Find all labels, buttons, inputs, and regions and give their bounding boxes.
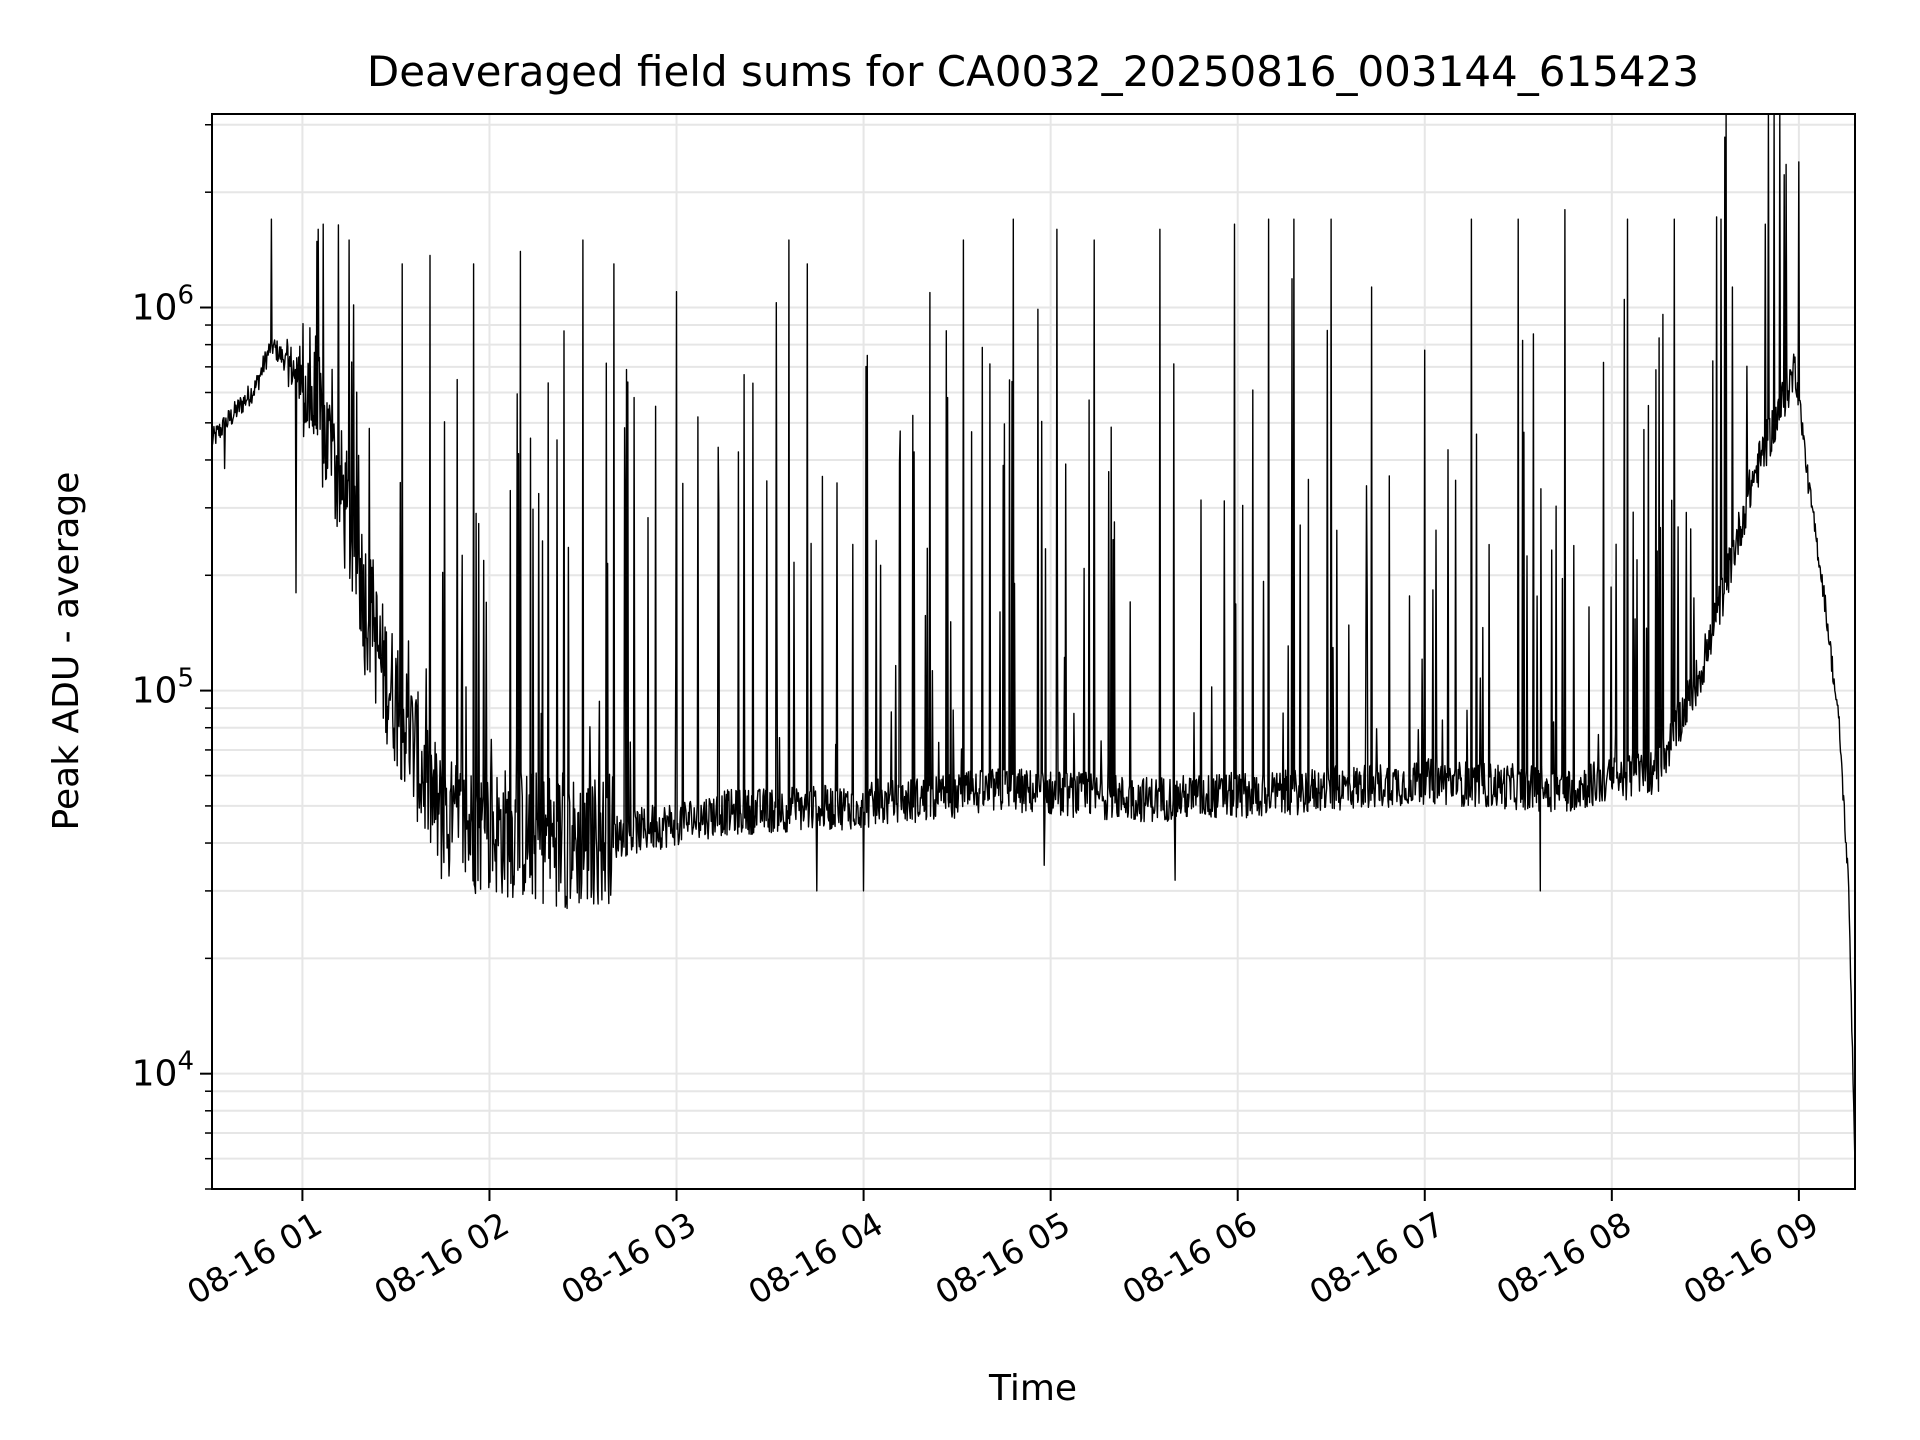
y-axis-label: Peak ADU - average xyxy=(46,472,87,831)
series-line xyxy=(211,113,1856,1167)
chart-title: Deaveraged field sums for CA0032_2025081… xyxy=(367,47,1699,96)
y-tick-label: 104 xyxy=(132,1047,194,1095)
y-tick-label: 105 xyxy=(132,664,194,712)
plot-frame xyxy=(211,113,1856,1190)
x-axis-label: Time xyxy=(988,1368,1077,1409)
y-tick-label: 106 xyxy=(132,281,194,329)
plot-area xyxy=(211,113,1856,1167)
